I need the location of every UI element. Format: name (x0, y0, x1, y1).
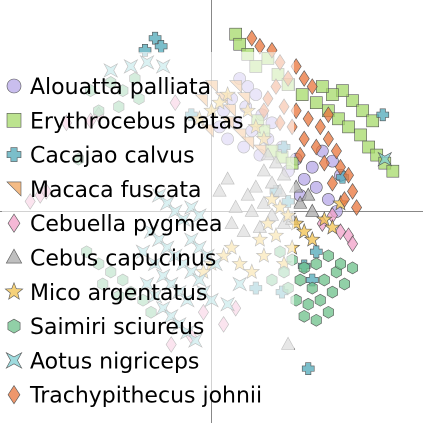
data-point (314, 293, 326, 307)
legend-label: Cebuella pygmea (30, 212, 222, 237)
data-point (326, 174, 338, 192)
data-point (322, 130, 334, 148)
data-point (326, 285, 338, 299)
data-point (316, 210, 333, 227)
data-point (322, 193, 335, 206)
legend-marker (7, 213, 21, 233)
data-point (306, 78, 318, 95)
data-point (335, 223, 346, 240)
data-point (294, 146, 306, 164)
legend-item: Trachypithecus johnii (7, 384, 262, 409)
data-point (306, 281, 318, 295)
data-point (246, 29, 258, 47)
data-point (343, 166, 354, 184)
legend-marker (6, 78, 22, 94)
data-point (330, 142, 342, 160)
legend-item: Alouatta palliata (6, 75, 211, 100)
data-point (322, 305, 334, 319)
legend-item: Aotus nigriceps (5, 349, 199, 374)
legend-marker (7, 318, 21, 334)
data-point (346, 94, 359, 107)
legend-item: Cebus capucinus (5, 247, 216, 272)
data-point (322, 106, 334, 124)
data-point (293, 195, 308, 209)
data-point (351, 199, 363, 216)
data-point (302, 110, 314, 128)
legend-label: Cebus capucinus (30, 247, 216, 272)
legend-marker (6, 181, 22, 197)
data-point (309, 181, 323, 194)
data-point (303, 231, 321, 247)
data-point (347, 261, 359, 275)
data-point (298, 130, 310, 148)
legend-label: Mico argentatus (30, 281, 207, 306)
legend-label: Macaca fuscata (30, 178, 201, 203)
legend-marker (6, 147, 22, 162)
data-point (318, 273, 330, 287)
data-point (310, 257, 322, 271)
data-point (305, 203, 320, 217)
data-point (354, 128, 367, 142)
data-point (233, 37, 247, 51)
legend-item: Macaca fuscata (6, 178, 201, 203)
legend-item: Cebuella pygmea (7, 212, 222, 237)
data-point (335, 158, 346, 176)
legend-label: Cacajao calvus (30, 144, 195, 169)
data-point (326, 88, 339, 101)
legend-label: Aotus nigriceps (30, 349, 199, 374)
legend-label: Alouatta palliata (30, 75, 211, 100)
data-point (347, 235, 359, 253)
data-point (332, 112, 345, 126)
data-point (302, 297, 314, 311)
data-point (294, 273, 306, 287)
legend-label: Trachypithecus johnii (29, 384, 262, 409)
legend-marker (4, 281, 24, 300)
data-point (316, 80, 329, 93)
data-point (295, 222, 313, 239)
data-point (298, 261, 310, 275)
legend-item: Cacajao calvus (6, 144, 195, 169)
data-point (322, 249, 334, 263)
data-point (301, 187, 316, 201)
legend-marker (5, 248, 23, 264)
data-point (339, 191, 350, 208)
legend-item: Saimiri sciureus (7, 315, 204, 340)
legend-item: Erythrocebus patas (6, 109, 244, 134)
data-point (347, 183, 359, 200)
data-point (301, 362, 315, 375)
data-point (338, 277, 351, 291)
legend-item: Mico argentatus (4, 281, 207, 306)
legend-label: Saimiri sciureus (30, 315, 204, 340)
data-point (377, 151, 393, 167)
data-point (324, 218, 341, 235)
data-point (305, 160, 319, 174)
data-point (318, 154, 330, 172)
data-point (366, 114, 380, 128)
data-point (298, 309, 310, 323)
data-point (295, 88, 309, 101)
legend-marker (6, 113, 22, 128)
data-point (314, 118, 326, 136)
data-point (297, 172, 311, 186)
data-point (310, 138, 322, 156)
data-point (356, 104, 369, 118)
data-point (334, 257, 347, 271)
data-point (342, 120, 355, 134)
legend-marker (7, 385, 21, 405)
legend-background (2, 52, 294, 399)
legend: Alouatta palliata Erythrocebus patas Cacaj… (2, 52, 294, 409)
data-point (309, 96, 323, 109)
data-point (298, 70, 310, 87)
data-point (309, 245, 323, 259)
data-point (310, 313, 322, 327)
legend-label: Erythrocebus patas (30, 109, 244, 134)
data-point (386, 164, 400, 178)
data-point (376, 108, 390, 122)
legend-marker (5, 351, 23, 369)
